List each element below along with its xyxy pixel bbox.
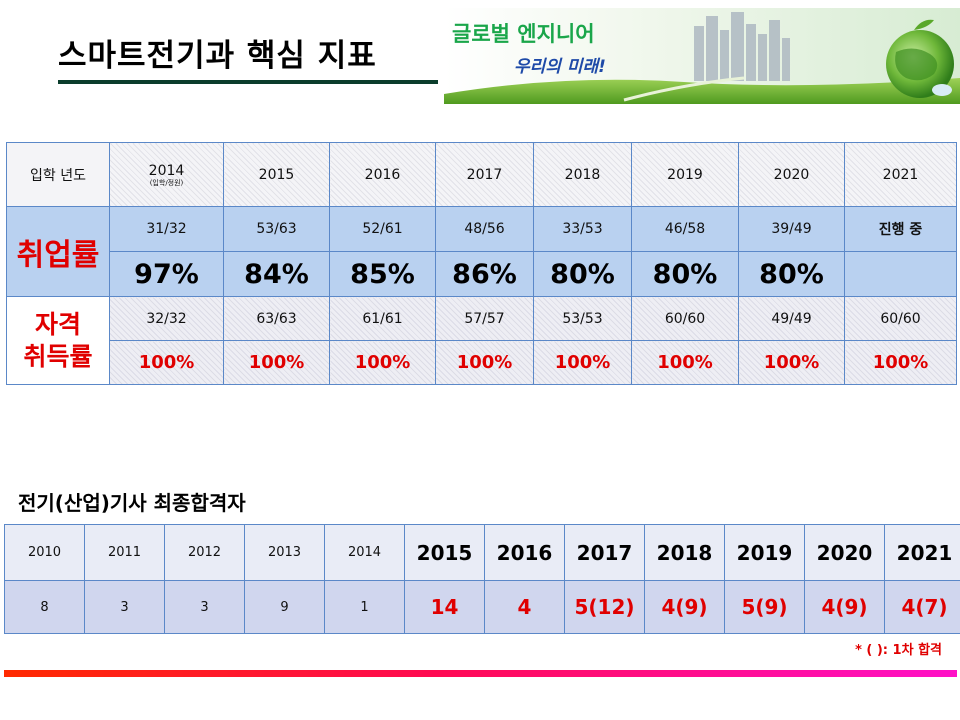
employment-ratio-cell: 46/58: [631, 206, 739, 252]
year-cell: 2015: [223, 142, 330, 207]
pass-count-cell: 9: [244, 580, 325, 634]
employment-rate-label: 취업률: [6, 206, 110, 297]
banner-slogan-line1: 글로벌 엔지니어: [452, 18, 595, 48]
employment-rate-cell: [844, 251, 957, 297]
page-title: 스마트전기과 핵심 지표: [58, 38, 377, 74]
pass-year-cell: 2016: [484, 524, 565, 581]
employment-rate-cell: 85%: [329, 251, 436, 297]
certification-rate-row: 100% 100% 100% 100% 100% 100% 100% 100%: [7, 340, 957, 385]
pass-count-row: 8 3 3 9 1 14 4 5(12) 4(9) 5(9) 4(9) 4(7): [4, 580, 960, 634]
employment-rate-cell: 97%: [109, 251, 224, 297]
certification-rate-cell: 100%: [631, 340, 739, 385]
certification-rate-cell: 100%: [533, 340, 632, 385]
certification-rate-cell: 100%: [844, 340, 957, 385]
pass-year-cell: 2019: [724, 524, 805, 581]
certification-label-line1: 자격: [34, 309, 81, 339]
pass-count-cell: 5(9): [724, 580, 805, 634]
certification-rate-cell: 100%: [435, 340, 534, 385]
certification-ratio-cell: 63/63: [223, 296, 330, 341]
certification-rate-label: 자격 취득률: [6, 296, 110, 385]
pass-year-cell: 2014: [324, 524, 405, 581]
pass-count-cell: 3: [164, 580, 245, 634]
landscape-illustration: [444, 8, 960, 104]
employment-rate-cell: 80%: [533, 251, 632, 297]
employment-ratio-cell: 31/32: [109, 206, 224, 252]
pass-count-cell: 5(12): [564, 580, 645, 634]
year-cell: 2017: [435, 142, 534, 207]
pass-count-cell: 8: [4, 580, 85, 634]
pass-year-cell: 2010: [4, 524, 85, 581]
certification-rate-cell: 100%: [223, 340, 330, 385]
pass-year-cell: 2017: [564, 524, 645, 581]
certification-rate-cell: 100%: [329, 340, 436, 385]
certification-label-line2: 취득률: [23, 341, 93, 371]
employment-ratio-cell: 33/53: [533, 206, 632, 252]
engineer-pass-table: 2010 2011 2012 2013 2014 2015 2016 2017 …: [4, 524, 960, 634]
year-cell: 2021: [844, 142, 957, 207]
pass-count-cell: 3: [84, 580, 165, 634]
pass-count-cell: 4(7): [884, 580, 960, 634]
pass-year-cell: 2021: [884, 524, 960, 581]
certification-ratio-cell: 60/60: [844, 296, 957, 341]
year-cell: 2018: [533, 142, 632, 207]
year-label: 2014: [148, 162, 185, 179]
employment-rate-row: 97% 84% 85% 86% 80% 80% 80%: [7, 251, 957, 297]
admission-year-label: 입학 년도: [6, 142, 110, 207]
pass-year-cell: 2020: [804, 524, 885, 581]
pass-year-cell: 2013: [244, 524, 325, 581]
employment-rate-cell: 84%: [223, 251, 330, 297]
certification-ratio-cell: 60/60: [631, 296, 739, 341]
certification-ratio-cell: 61/61: [329, 296, 436, 341]
pass-count-cell: 4(9): [644, 580, 725, 634]
pass-count-cell: 4(9): [804, 580, 885, 634]
pass-count-cell: 1: [324, 580, 405, 634]
year-cell: 2019: [631, 142, 739, 207]
year-header-row: 입학 년도 2014 (입학/정원) 2015 2016 2017 2018 2…: [6, 142, 957, 207]
pass-year-cell: 2012: [164, 524, 245, 581]
certification-ratio-cell: 57/57: [435, 296, 534, 341]
certification-rate-cell: 100%: [738, 340, 845, 385]
certification-ratio-row: 자격 취득률 32/32 63/63 61/61 57/57 53/53 60/…: [6, 296, 957, 385]
certification-ratio-cell: 49/49: [738, 296, 845, 341]
bottom-divider: [4, 670, 957, 677]
title-underline: [58, 80, 438, 84]
pass-year-cell: 2011: [84, 524, 165, 581]
employment-ratio-row: 취업률 31/32 53/63 52/61 48/56 33/53 46/58 …: [6, 206, 957, 297]
banner-slogan-line2: 우리의 미래!: [514, 57, 606, 77]
certification-rate-cell: 100%: [109, 340, 224, 385]
pass-count-cell: 14: [404, 580, 485, 634]
employment-ratio-cell: 52/61: [329, 206, 436, 252]
pass-year-cell: 2015: [404, 524, 485, 581]
year-note: (입학/정원): [149, 178, 184, 187]
certification-ratio-cell: 32/32: [109, 296, 224, 341]
employment-ratio-cell: 39/49: [738, 206, 845, 252]
footnote: * ( ): 1차 합격: [855, 643, 942, 658]
pass-year-cell: 2018: [644, 524, 725, 581]
core-indicators-table: 입학 년도 2014 (입학/정원) 2015 2016 2017 2018 2…: [6, 142, 957, 385]
employment-rate-cell: 80%: [738, 251, 845, 297]
pass-year-row: 2010 2011 2012 2013 2014 2015 2016 2017 …: [4, 524, 960, 581]
certification-ratio-cell: 53/53: [533, 296, 632, 341]
engineer-pass-title: 전기(산업)기사 최종합격자: [18, 491, 246, 515]
slogan-word-global: 글로벌 엔지니어: [452, 22, 595, 46]
employment-rate-cell: 80%: [631, 251, 739, 297]
employment-rate-cell: 86%: [435, 251, 534, 297]
year-cell: 2020: [738, 142, 845, 207]
employment-ratio-cell: 48/56: [435, 206, 534, 252]
header-banner: 글로벌 엔지니어 우리의 미래!: [444, 8, 960, 104]
employment-ratio-cell: 진행 중: [844, 206, 957, 252]
year-cell: 2016: [329, 142, 436, 207]
year-cell: 2014 (입학/정원): [109, 142, 224, 207]
employment-ratio-cell: 53/63: [223, 206, 330, 252]
pass-count-cell: 4: [484, 580, 565, 634]
